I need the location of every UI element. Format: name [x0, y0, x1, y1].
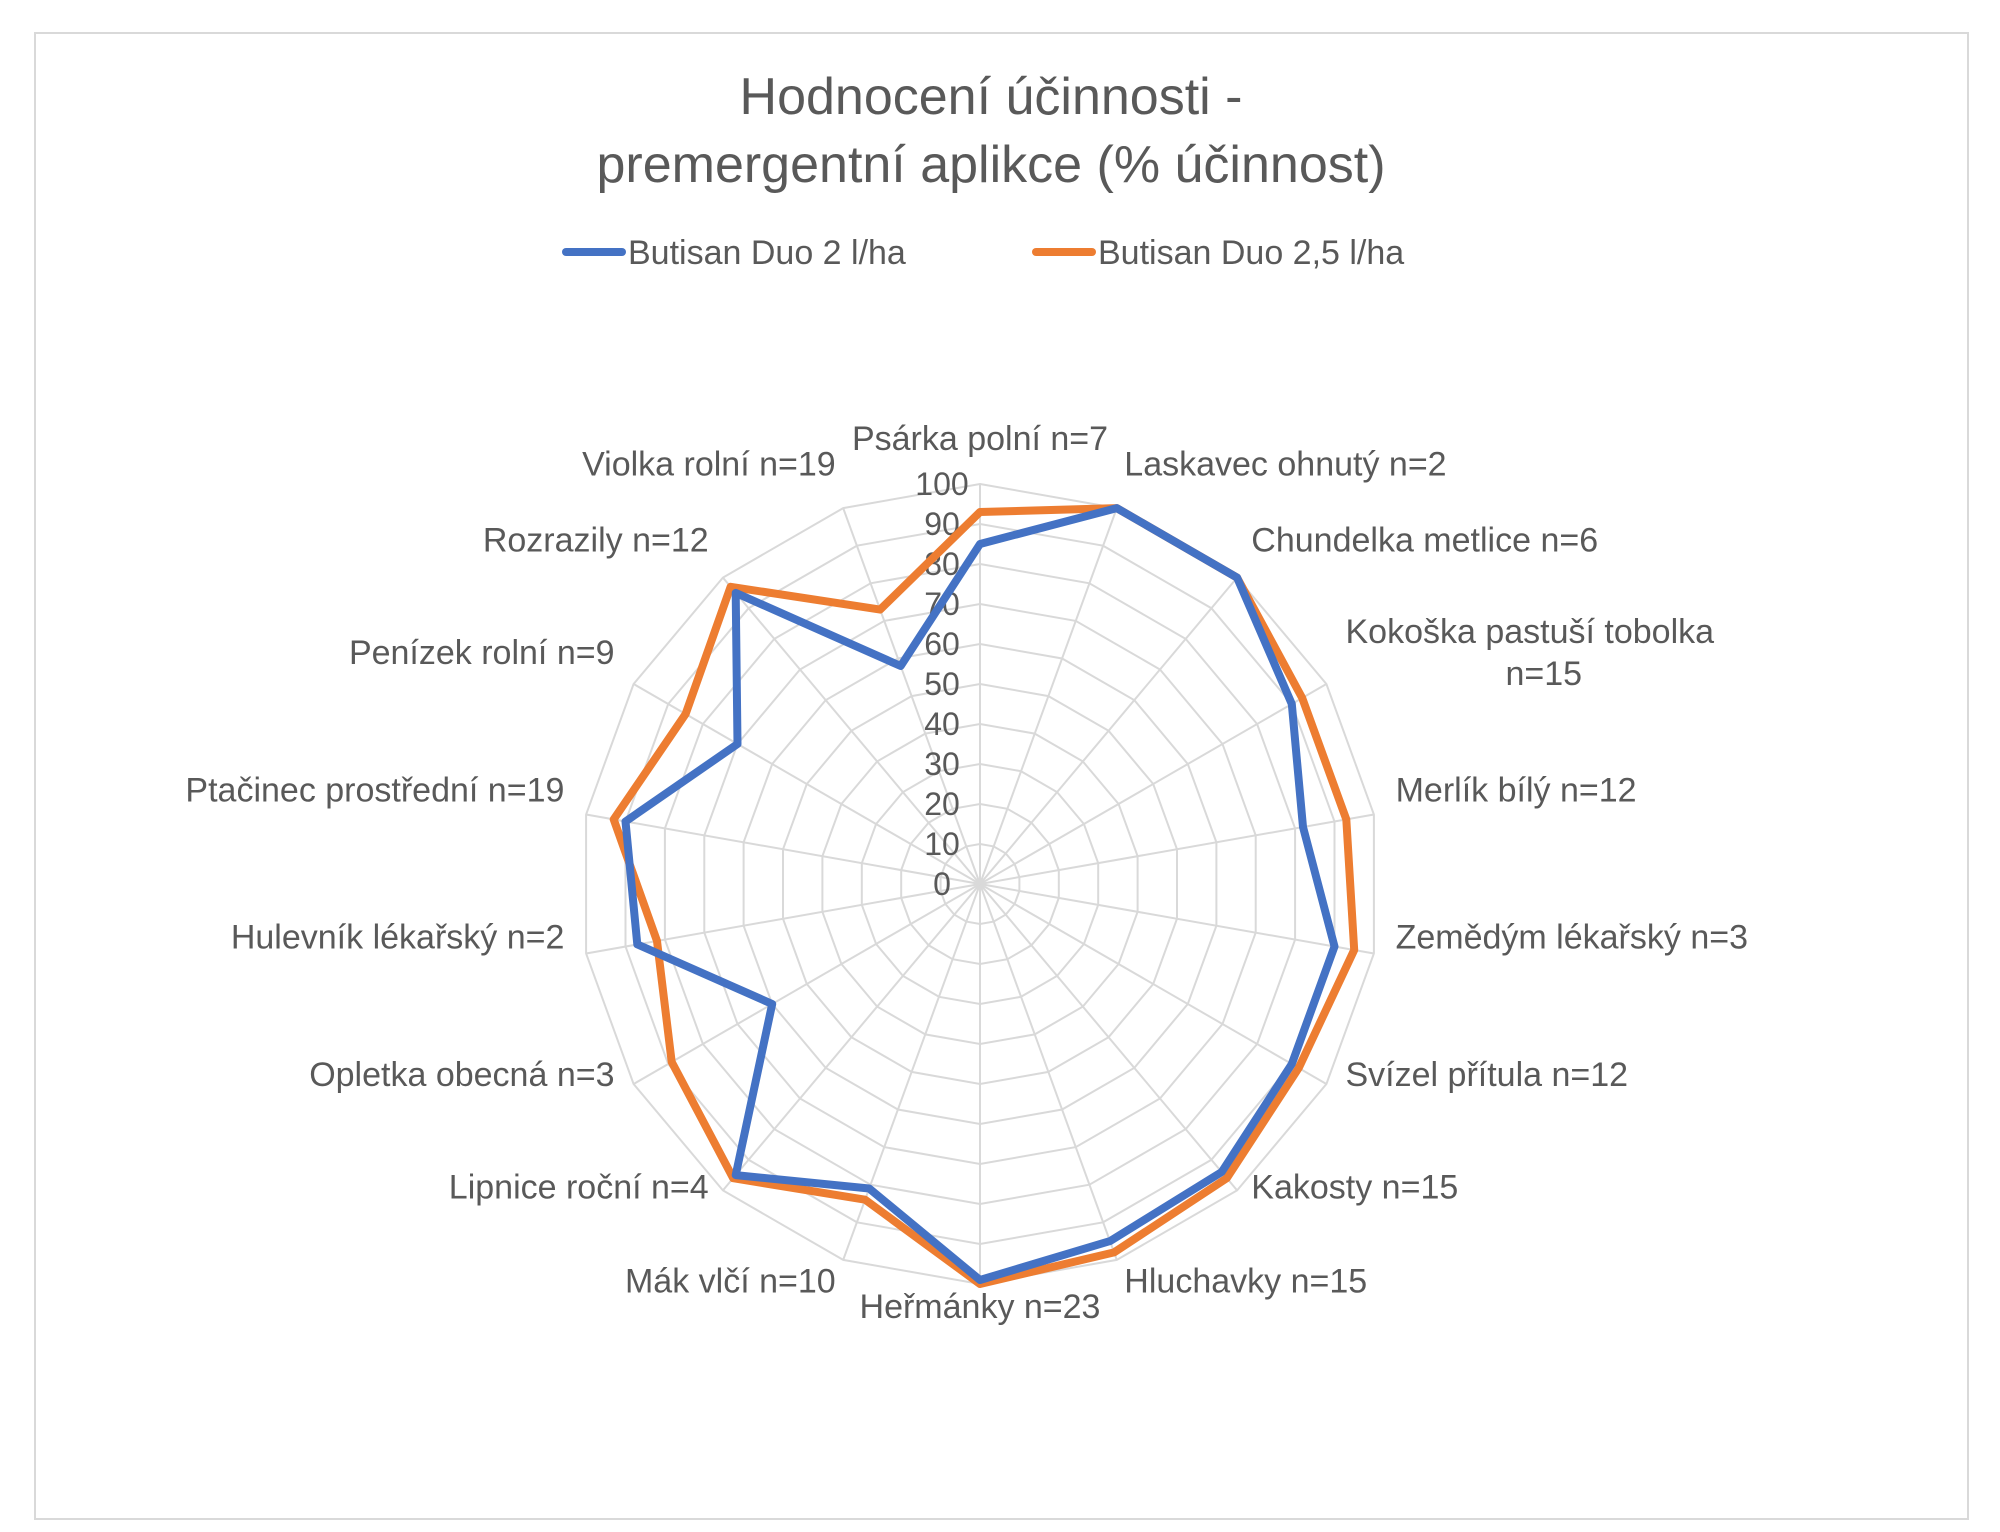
- grid-spoke: [979, 883, 1238, 1192]
- legend-label-series-1: Butisan Duo 2 l/ha: [628, 234, 906, 272]
- grid-spoke: [585, 883, 981, 955]
- category-label-line: Heřmánky n=23: [860, 1288, 1101, 1326]
- category-label: Kakosty n=15: [1251, 1168, 1458, 1206]
- grid-spoke: [633, 683, 981, 885]
- category-label: Kokoška pastuší tobolka n=15: [1346, 613, 1715, 693]
- chart-title-line-1: Hodnocení účinnosti -: [740, 68, 1243, 126]
- category-label: Laskavec ohnutý n=2: [1124, 445, 1446, 483]
- r-tick-label: 30: [924, 746, 960, 782]
- r-tick-label: 40: [924, 706, 960, 742]
- category-label-line: Ptačinec prostřední n=19: [185, 772, 564, 810]
- series-line-1: [621, 504, 1339, 1284]
- series-line-2: [609, 504, 1359, 1288]
- category-label-line: Laskavec ohnutý n=2: [1124, 445, 1446, 483]
- series-lines: [609, 504, 1359, 1288]
- category-label: Heřmánky n=23: [860, 1288, 1101, 1326]
- category-label: Lipnice roční n=4: [449, 1168, 709, 1206]
- grid-spoke: [585, 813, 981, 885]
- category-label: Violka rolní n=19: [582, 445, 836, 483]
- grid-spoke: [633, 883, 981, 1085]
- radar-chart: Hodnocení účinnosti - premergentní aplik…: [185, 68, 1748, 1326]
- grid-spoke: [979, 683, 1327, 885]
- category-label-line: n=15: [1506, 655, 1583, 693]
- grid-spoke: [979, 883, 1118, 1261]
- grid-spoke: [979, 883, 1327, 1085]
- category-label-line: Merlík bílý n=12: [1396, 772, 1637, 810]
- chart-title-line-2: premergentní aplikce (% účinnost): [596, 136, 1385, 194]
- category-label-line: Zemědým lékařský n=3: [1396, 918, 1748, 956]
- grid-spoke: [842, 507, 981, 885]
- category-label-line: Psárka polní n=7: [852, 420, 1108, 458]
- category-label: Rozrazily n=12: [483, 522, 709, 560]
- legend: Butisan Duo 2 l/ha Butisan Duo 2,5 l/ha: [562, 234, 1404, 272]
- category-label: Hulevník lékařský n=2: [231, 918, 565, 956]
- category-label-line: Penízek rolní n=9: [349, 634, 615, 672]
- grid-spoke: [722, 576, 981, 885]
- category-label-line: Svízel přítula n=12: [1346, 1056, 1629, 1094]
- category-label-line: Lipnice roční n=4: [449, 1168, 709, 1206]
- chart-frame: Hodnocení účinnosti - premergentní aplik…: [34, 32, 1969, 1520]
- grid-spoke: [979, 576, 1238, 885]
- category-label: Ptačinec prostřední n=19: [185, 772, 564, 810]
- category-label-line: Hulevník lékařský n=2: [231, 918, 565, 956]
- category-label: Mák vlčí n=10: [625, 1263, 836, 1301]
- r-tick-label: 0: [933, 866, 951, 902]
- category-label-line: Opletka obecná n=3: [309, 1056, 614, 1094]
- r-tick-label: 10: [924, 826, 960, 862]
- category-label-line: Kokoška pastuší tobolka: [1346, 613, 1715, 651]
- grid-spoke: [979, 883, 1375, 955]
- r-tick-label: 60: [924, 626, 960, 662]
- grid-spoke: [979, 507, 1118, 885]
- category-label: Zemědým lékařský n=3: [1396, 918, 1748, 956]
- category-label: Penízek rolní n=9: [349, 634, 615, 672]
- category-label-line: Mák vlčí n=10: [625, 1263, 836, 1301]
- grid-spoke: [979, 813, 1375, 885]
- category-label: Psárka polní n=7: [852, 420, 1108, 458]
- category-label: Hluchavky n=15: [1124, 1263, 1367, 1301]
- category-label: Chundelka metlice n=6: [1251, 522, 1598, 560]
- category-label-line: Rozrazily n=12: [483, 522, 709, 560]
- category-labels: Psárka polní n=7 Laskavec ohnutý n=2 Chund…: [185, 420, 1748, 1326]
- category-label-line: Kakosty n=15: [1251, 1168, 1458, 1206]
- grid-spoke: [722, 883, 981, 1192]
- r-tick-label: 50: [924, 666, 960, 702]
- r-tick-label: 20: [924, 786, 960, 822]
- legend-label-series-2: Butisan Duo 2,5 l/ha: [1098, 234, 1404, 272]
- category-label: Merlík bílý n=12: [1396, 772, 1637, 810]
- category-label: Opletka obecná n=3: [309, 1056, 614, 1094]
- r-tick-label: 100: [915, 466, 968, 502]
- category-label-line: Chundelka metlice n=6: [1251, 522, 1598, 560]
- category-label-line: Violka rolní n=19: [582, 445, 836, 483]
- category-label: Svízel přítula n=12: [1346, 1056, 1629, 1094]
- category-label-line: Hluchavky n=15: [1124, 1263, 1367, 1301]
